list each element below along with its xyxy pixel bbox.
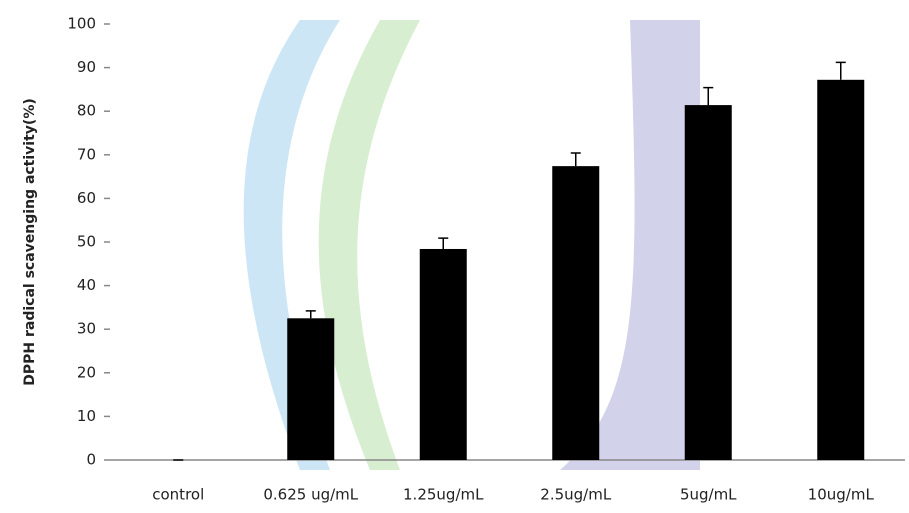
error-bar: [570, 152, 581, 167]
y-tick-label: 40: [77, 276, 96, 294]
bar: [817, 79, 865, 461]
error-bar: [438, 237, 449, 249]
y-tick-label: 50: [77, 233, 96, 251]
x-tick-label: 5ug/mL: [680, 486, 737, 504]
y-tick-label: 70: [77, 145, 96, 163]
error-bar: [703, 86, 714, 106]
y-tick-label: 0: [86, 451, 96, 469]
x-tick-label: 10ug/mL: [808, 486, 875, 504]
y-tick-label: 60: [77, 189, 96, 207]
bar: [287, 318, 335, 460]
y-axis-label: DPPH radical scavenging activity(%): [22, 98, 38, 385]
error-bar: [835, 61, 846, 80]
x-tick-label: 2.5ug/mL: [540, 486, 612, 504]
x-tick-label: 0.625 ug/mL: [263, 486, 358, 504]
y-tick-label: 10: [77, 407, 96, 425]
error-bar: [305, 310, 316, 319]
watermark: [243, 20, 700, 470]
x-tick-label: control: [152, 486, 204, 504]
y-tick-label: 30: [77, 320, 96, 338]
bar: [552, 166, 600, 461]
y-tick-label: 100: [67, 15, 96, 33]
y-tick-label: 80: [77, 102, 96, 120]
bar: [684, 105, 732, 460]
bar: [419, 248, 467, 460]
y-tick-label: 90: [77, 58, 96, 76]
y-tick-label: 20: [77, 363, 96, 381]
x-tick-label: 1.25ug/mL: [403, 486, 484, 504]
